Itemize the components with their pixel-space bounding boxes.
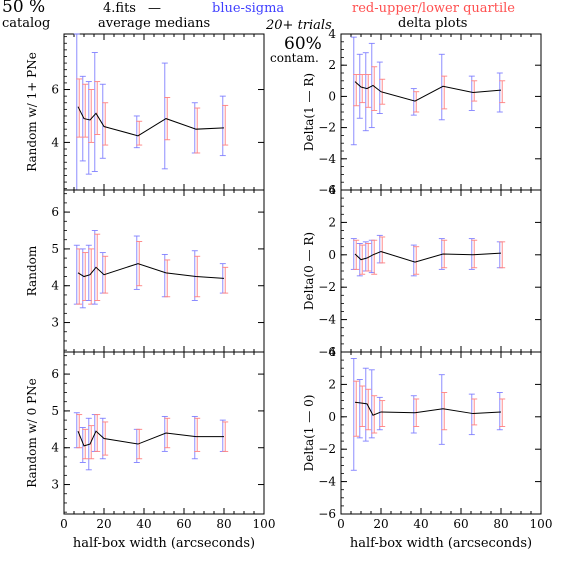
y-tick-label: 2: [328, 58, 336, 72]
y-tick-label: −4: [318, 152, 336, 166]
y-tick-label: 0: [328, 410, 336, 424]
x-axis-label-left: half-box width (arcseconds): [73, 536, 255, 551]
x-tick-label: 0: [60, 517, 68, 531]
median-line: [77, 263, 225, 279]
y-tick-label: 0: [328, 89, 336, 103]
header-contam: contam.: [270, 51, 319, 65]
y-axis-label: Delta(1 — 0): [302, 395, 316, 472]
y-tick-label: −2: [318, 121, 336, 135]
x-tick-label: 100: [253, 517, 276, 531]
x-tick-label: 0: [337, 517, 345, 531]
plot-frame: [340, 33, 542, 191]
y-tick-label: −2: [318, 280, 336, 294]
median-line: [354, 401, 502, 416]
median-line: [354, 251, 502, 263]
panel-right-top: 4 2 0 −2 −4 −6 Delta(1 — R): [302, 27, 542, 197]
legend-sigma: blue-sigma: [212, 1, 284, 16]
header: 50 % catalog 4.fits — average medians bl…: [2, 0, 515, 65]
y-tick-label: 3: [51, 316, 59, 330]
x-axis-labels: half-box width (arcseconds) half-box wid…: [73, 536, 532, 551]
x-tick-label: 60: [453, 517, 468, 531]
y-tick-label: −6: [318, 345, 336, 359]
plot-frame: [340, 351, 542, 515]
header-percent: 50 %: [2, 0, 45, 17]
header-fits: 4.fits: [103, 1, 136, 16]
x-tick-label: 20: [373, 517, 388, 531]
panel-left-top: 4 6 Random w/ 1+ PNe: [25, 33, 265, 191]
y-tick-label: −2: [318, 442, 336, 456]
y-tick-label: 5: [51, 242, 59, 256]
header-medians: average medians: [98, 16, 210, 31]
y-tick-label: 5: [51, 404, 59, 418]
panel-right-middle: 4 2 0 −2 −4 −6 Delta(0 — R): [302, 183, 542, 359]
x-tick-label: 40: [413, 517, 428, 531]
panel-left-bottom: 0 20 40 60 80 100 6 5 4 3 Random w/ 0 PNe: [25, 351, 276, 531]
y-axis-label: Random: [25, 245, 39, 296]
y-tick-label: 4: [328, 345, 336, 359]
x-tick-label: 80: [216, 517, 231, 531]
y-tick-label: −4: [318, 475, 336, 489]
y-tick-label: 6: [51, 83, 59, 97]
median-line: [77, 106, 225, 137]
y-tick-label: −6: [318, 507, 336, 521]
header-contam-percent: 60%: [284, 34, 322, 54]
y-axis-label: Random w/ 1+ PNe: [25, 52, 39, 172]
y-tick-label: 6: [51, 205, 59, 219]
y-tick-label: 2: [328, 215, 336, 229]
y-tick-label: 4: [51, 441, 59, 455]
y-tick-label: 3: [51, 478, 59, 492]
y-tick-label: 0: [328, 248, 336, 262]
median-line: [77, 430, 224, 447]
y-axis-label: Random w/ 0 PNe: [25, 378, 39, 488]
legend-quartile: red-upper/lower quartile: [352, 1, 515, 16]
plot-frame: [63, 189, 265, 353]
header-delta: delta plots: [398, 16, 467, 31]
y-tick-label: 6: [51, 367, 59, 381]
y-axis-label: Delta(1 — R): [302, 73, 316, 151]
x-tick-label: 20: [96, 517, 111, 531]
x-axis-label-right: half-box width (arcseconds): [350, 536, 532, 551]
y-tick-label: 4: [328, 183, 336, 197]
plot-frame: [63, 351, 265, 515]
header-trials: 20+ trials: [265, 18, 332, 33]
y-tick-label: 4: [51, 279, 59, 293]
y-tick-label: −6: [318, 183, 336, 197]
y-tick-label: −4: [318, 313, 336, 327]
header-catalog: catalog: [2, 16, 50, 31]
median-line: [354, 81, 502, 102]
y-tick-label: 4: [328, 27, 336, 41]
y-tick-label: 4: [51, 135, 59, 149]
x-tick-label: 60: [176, 517, 191, 531]
panel-left-middle: 6 5 4 3 Random: [25, 189, 265, 353]
x-tick-label: 80: [493, 517, 508, 531]
plot-frame: [63, 33, 265, 191]
x-tick-label: 100: [530, 517, 553, 531]
x-tick-label: 40: [136, 517, 151, 531]
y-tick-label: 2: [328, 377, 336, 391]
header-dash: —: [148, 1, 161, 16]
y-axis-label: Delta(0 — R): [302, 232, 316, 310]
